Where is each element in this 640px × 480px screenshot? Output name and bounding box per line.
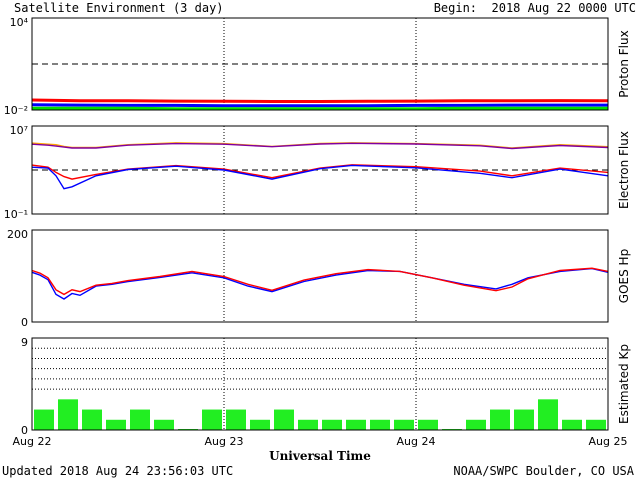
electron-ytick-bottom: 10⁻¹: [4, 208, 28, 221]
hp-ytick-bottom: 0: [21, 316, 28, 329]
kp-ytick-top: 9: [21, 336, 28, 349]
kp-bar: [586, 419, 606, 430]
kp-bar: [154, 419, 174, 430]
proton-series-line-green: [32, 106, 608, 111]
electron-series-line-blue: [31, 164, 609, 190]
electron-series-line-red: [31, 164, 609, 180]
kp-bar: [418, 419, 438, 430]
kp-bar: [34, 409, 54, 430]
electron-frame: [31, 125, 609, 215]
electron-series-line-purple: [31, 142, 609, 150]
proton-panel: [31, 17, 609, 111]
kp-bar: [538, 399, 558, 430]
kp-bar: [82, 409, 102, 430]
proton-ytick-bottom: 10⁻²: [4, 104, 28, 117]
begin-label: Begin:: [433, 1, 478, 15]
kp-bar: [346, 419, 366, 430]
kp-bar: [202, 409, 222, 430]
x-axis-title: Universal Time: [269, 449, 371, 463]
kp-bar: [58, 399, 78, 430]
updated-timestamp: Updated 2018 Aug 24 23:56:03 UTC: [2, 464, 234, 478]
kp-bar: [298, 419, 318, 430]
kp-bar: [226, 409, 246, 430]
proton-ytick-top: 10⁴: [10, 16, 29, 29]
kp-bar: [394, 419, 414, 430]
kp-bar: [322, 419, 342, 430]
kp-bar: [490, 409, 510, 430]
hp-ylabel: GOES Hp: [617, 249, 631, 303]
hp-series-line-red: [31, 267, 609, 296]
kp-bar: [370, 419, 390, 430]
begin-value: 2018 Aug 22 0000 UTC: [491, 1, 637, 15]
proton-ylabel: Proton Flux: [617, 30, 631, 97]
hp-series-line-blue: [31, 267, 609, 300]
hp-panel: [31, 229, 609, 323]
kp-panel: [31, 337, 609, 431]
kp-frame: [31, 337, 609, 431]
kp-bar: [514, 409, 534, 430]
kp-ytick-bottom: 0: [21, 424, 28, 437]
electron-ylabel: Electron Flux: [617, 131, 631, 209]
x-tick-label: Aug 23: [205, 435, 244, 448]
electron-panel: [31, 125, 609, 215]
x-tick-label: Aug 22: [13, 435, 52, 448]
kp-bar: [562, 419, 582, 430]
kp-bar: [274, 409, 294, 430]
hp-frame: [31, 229, 609, 323]
proton-series-line-red: [31, 98, 609, 103]
hp-ytick-top: 200: [7, 228, 28, 241]
proton-series-line-blue: [31, 103, 608, 108]
kp-ylabel: Estimated Kp: [617, 344, 631, 424]
kp-bar: [106, 419, 126, 430]
kp-bar: [250, 419, 270, 430]
chart-title: Satellite Environment (3 day): [14, 1, 224, 15]
x-tick-label: Aug 24: [397, 435, 436, 448]
kp-bar: [466, 419, 486, 430]
begin-date: Begin: 2018 Aug 22 0000 UTC: [434, 1, 636, 15]
credit-text: NOAA/SWPC Boulder, CO USA: [453, 464, 634, 478]
kp-bar: [130, 409, 150, 430]
x-tick-label: Aug 25: [589, 435, 628, 448]
electron-ytick-top: 10⁷: [10, 124, 28, 137]
proton-frame: [31, 17, 609, 111]
